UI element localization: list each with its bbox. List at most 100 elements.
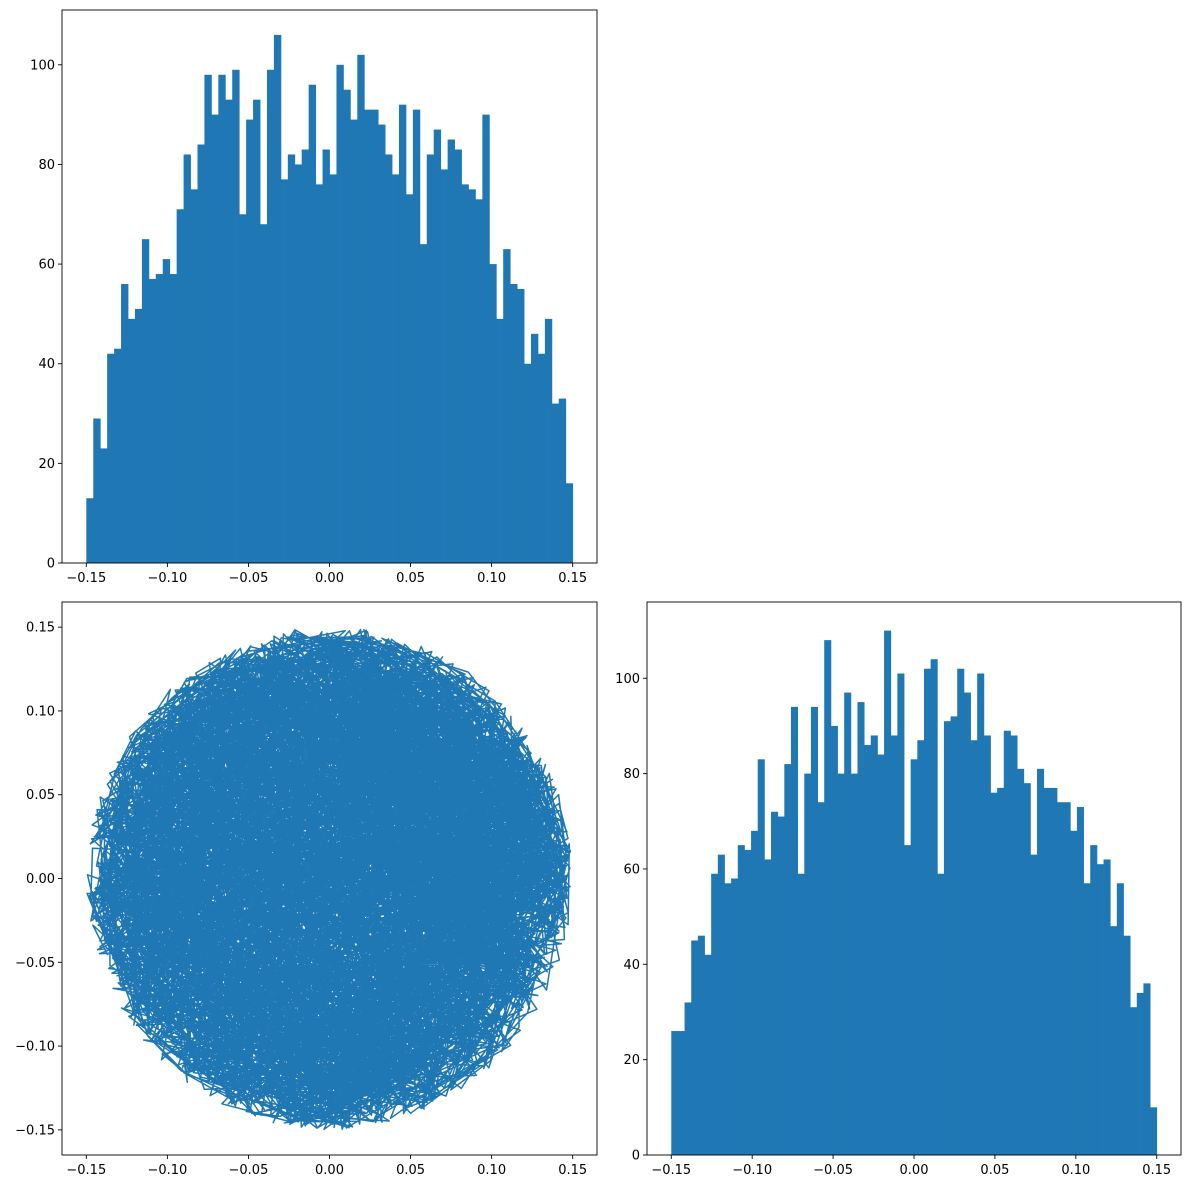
hist-x-bar	[343, 89, 351, 564]
hist-y-bar	[1130, 1007, 1138, 1155]
hist-x-bar	[412, 109, 421, 563]
trajectory-xtick-label: −0.10	[147, 1163, 187, 1178]
hist-x-yticks: 0 20 40 60 80 100	[30, 58, 62, 572]
trajectory-ytick-label: 0.10	[26, 704, 55, 719]
hist-x-bar	[280, 179, 289, 563]
hist-y-bar	[830, 725, 838, 1155]
hist-x-bar	[350, 119, 358, 563]
hist-y-bar	[1023, 783, 1031, 1155]
hist-y-bar	[1050, 787, 1058, 1155]
trajectory-xtick-label: 0.10	[477, 1163, 506, 1178]
hist-y-bar	[930, 659, 938, 1155]
hist-y-bar	[844, 692, 852, 1155]
hist-x-bar	[134, 308, 143, 563]
hist-x-bar	[558, 398, 567, 563]
trajectory-line	[86, 628, 572, 1131]
hist-y-xtick-label: −0.05	[813, 1163, 853, 1178]
hist-x-bar	[176, 209, 184, 563]
hist-y-bar	[904, 845, 912, 1155]
hist-x-bar	[433, 129, 442, 563]
hist-x-bar	[392, 174, 400, 563]
hist-y-bar	[1136, 992, 1144, 1155]
hist-y-bar	[917, 740, 925, 1155]
hist-y-bar	[797, 873, 805, 1155]
hist-x-bar	[273, 34, 282, 564]
hist-y-bar	[744, 849, 752, 1155]
hist-y-bar	[704, 954, 712, 1155]
hist-x-xtick-label: −0.05	[229, 571, 269, 586]
hist-x-bar	[246, 119, 254, 563]
hist-x-bar	[260, 224, 268, 564]
hist-y-bar	[1090, 845, 1098, 1155]
hist-x-bar	[440, 169, 449, 564]
hist-y-bar	[857, 702, 865, 1155]
trajectory-xtick-label: −0.05	[229, 1163, 269, 1178]
hist-y-bar	[751, 830, 759, 1155]
hist-y-bar	[890, 735, 898, 1155]
hist-x-ytick-label: 60	[38, 258, 55, 273]
hist-x-xticks: −0.15 −0.10 −0.05 0.00 0.05 0.10 0.15	[66, 563, 587, 586]
trajectory-xticks: −0.15 −0.10 −0.05 0.00 0.05 0.10 0.15	[66, 1155, 587, 1178]
hist-x-ytick-label: 80	[38, 158, 55, 173]
trajectory-ytick-label: −0.05	[15, 956, 55, 971]
hist-x-ytick-label: 0	[47, 557, 55, 572]
trajectory-xtick-label: −0.15	[66, 1163, 106, 1178]
axes-hist-x: −0.15 −0.10 −0.05 0.00 0.05 0.10 0.15 0 20 40 60 8…	[30, 9, 598, 586]
hist-x-bar	[211, 114, 219, 564]
hist-y-ytick-label: 80	[623, 767, 640, 782]
axes-trajectory: −0.15 −0.10 −0.05 0.00 0.05 0.10 0.15 −0.15−0.…	[15, 601, 598, 1178]
trajectory-xtick-label: 0.00	[315, 1163, 344, 1178]
hist-x-bar	[141, 239, 150, 564]
hist-y-bar	[950, 716, 958, 1155]
hist-x-bars	[86, 34, 574, 564]
hist-y-bar	[963, 692, 971, 1155]
hist-x-bar	[461, 184, 469, 563]
hist-y-bar	[1056, 802, 1065, 1155]
hist-x-bar	[489, 264, 497, 563]
hist-y-bar	[983, 735, 991, 1155]
hist-x-bar	[357, 54, 365, 564]
hist-y-ytick-label: 0	[632, 1149, 640, 1164]
hist-y-bar	[684, 1002, 692, 1155]
hist-y-bar	[784, 764, 792, 1155]
hist-y-bar	[937, 873, 945, 1155]
hist-x-bar	[155, 274, 164, 563]
hist-y-bar	[870, 735, 878, 1155]
hist-y-bar	[717, 854, 725, 1155]
hist-y-xticks: −0.15 −0.10 −0.05 0.00 0.05 0.10 0.15	[651, 1155, 1171, 1178]
hist-y-bar	[711, 873, 719, 1155]
hist-x-bar	[266, 69, 275, 563]
hist-x-ytick-label: 40	[38, 357, 55, 372]
hist-x-xtick-label: −0.10	[147, 571, 187, 586]
hist-y-xtick-label: 0.15	[1142, 1163, 1171, 1178]
hist-y-bar	[977, 673, 985, 1155]
hist-y-bars	[671, 630, 1158, 1155]
hist-y-bar	[790, 706, 799, 1155]
hist-y-bar	[990, 792, 998, 1155]
hist-y-xtick-label: 0.05	[980, 1163, 1009, 1178]
hist-x-bar	[551, 403, 560, 563]
trajectory-frame	[61, 601, 598, 1156]
hist-x-xtick-label: 0.00	[315, 571, 344, 586]
hist-x-ytick-label: 20	[38, 457, 55, 472]
axes-hist-y: −0.15 −0.10 −0.05 0.00 0.05 0.10 0.15 0 20 40 60 8…	[615, 601, 1182, 1178]
hist-x-bar	[419, 244, 428, 563]
hist-y-bar	[1030, 854, 1038, 1155]
hist-x-bar	[93, 418, 101, 563]
hist-y-bar	[724, 883, 732, 1155]
hist-x-frame	[61, 9, 598, 564]
hist-y-bar	[1076, 806, 1084, 1155]
hist-y-bar	[1143, 983, 1151, 1155]
hist-x-bar	[100, 448, 108, 563]
hist-x-bar	[107, 353, 115, 563]
hist-x-bar	[322, 149, 330, 563]
trajectory-ytick-label: 0.00	[26, 872, 55, 887]
hist-x-bar	[544, 318, 553, 563]
hist-y-ytick-label: 100	[615, 672, 640, 687]
hist-x-bar	[378, 124, 386, 563]
hist-x-bar	[232, 69, 240, 563]
hist-y-bar	[997, 787, 1005, 1155]
hist-y-bar	[837, 773, 845, 1155]
hist-y-bar	[897, 673, 905, 1155]
